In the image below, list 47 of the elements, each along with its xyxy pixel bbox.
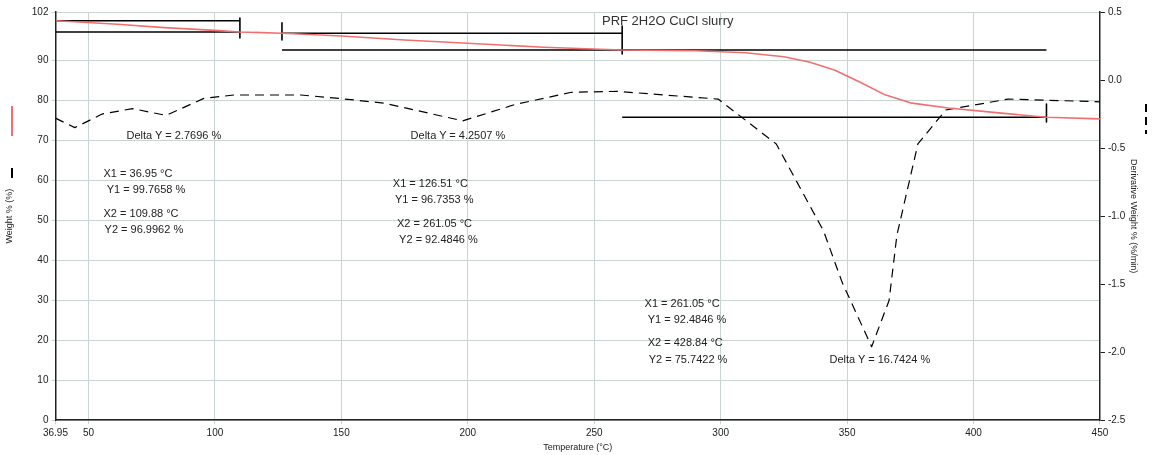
x-tick-label: 350 — [838, 426, 856, 438]
y2-tick-label: 0.0 — [1107, 73, 1123, 85]
y-tick-label: 50 — [37, 213, 49, 225]
y-tick-label: 30 — [37, 293, 49, 305]
x-tick-label: 450 — [1091, 426, 1109, 438]
y-tick-label: 90 — [37, 53, 49, 65]
annotation: X1 = 126.51 °C — [392, 177, 468, 190]
chart-title: PRF 2H2O CuCl slurry — [601, 12, 734, 28]
x-tick-label: 100 — [206, 426, 224, 438]
y2-tick-label: -1.0 — [1107, 209, 1126, 221]
x-tick-label: 200 — [459, 426, 477, 438]
annotation: Y1 = 92.4846 % — [647, 313, 727, 326]
x-tick-label: 400 — [965, 426, 983, 438]
y2-tick-label: -2.5 — [1107, 413, 1126, 425]
y2-tick-label: -2.0 — [1107, 345, 1126, 357]
y2-tick-label: -0.5 — [1107, 141, 1126, 153]
annotation: Y1 = 96.7353 % — [394, 193, 474, 206]
y2-tick-label: -1.5 — [1107, 277, 1126, 289]
x-tick-label: 150 — [333, 426, 351, 438]
annotation: Y2 = 96.9962 % — [104, 223, 184, 236]
annotation: Y2 = 92.4846 % — [399, 233, 478, 246]
annotation: Y1 = 99.7658 % — [106, 183, 186, 196]
annotation: X1 = 36.95 °C — [103, 167, 173, 180]
y-tick-label: 60 — [37, 173, 49, 185]
annotation: X2 = 428.84 °C — [647, 336, 723, 349]
y-tick-label: 10 — [37, 373, 49, 385]
y-tick-label: 40 — [37, 253, 49, 265]
annotation: Delta Y = 2.7696 % — [126, 129, 222, 142]
y-tick-label: 102 — [31, 5, 49, 17]
y-tick-label: 0 — [42, 413, 49, 425]
y-tick-label: 20 — [37, 333, 49, 345]
x-tick-label: 36.95 — [42, 426, 69, 438]
annotation: Delta Y = 4.2507 % — [410, 129, 506, 142]
y-tick-label: 80 — [37, 93, 49, 105]
y-tick-label: 70 — [37, 133, 49, 145]
annotation: X1 = 261.05 °C — [644, 297, 720, 310]
x-tick-label: 300 — [712, 426, 730, 438]
annotation: X2 = 261.05 °C — [397, 217, 473, 230]
y2-tick-label: 0.5 — [1107, 5, 1123, 17]
annotation: X2 = 109.88 °C — [103, 207, 179, 220]
x-tick-label: 250 — [585, 426, 604, 438]
annotation: Y2 = 75.7422 % — [648, 352, 728, 365]
y-axis-title: Weight % (%) — [3, 188, 14, 244]
y2-axis-title: Derivative Weight % (%/min) — [1129, 158, 1140, 274]
annotation: Delta Y = 16.7424 % — [829, 353, 931, 366]
x-axis-title: Temperature (°C) — [543, 442, 613, 453]
x-tick-label: 50 — [82, 426, 95, 438]
